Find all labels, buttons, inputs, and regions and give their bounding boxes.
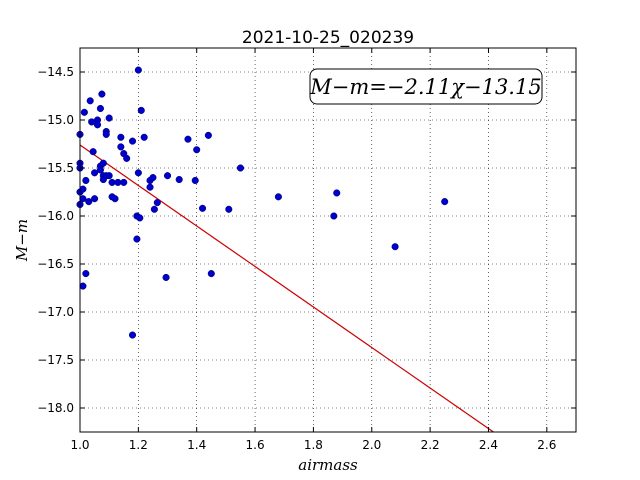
- y-axis-label: M−m: [13, 219, 31, 262]
- data-point: [149, 174, 157, 182]
- chart-title: 2021-10-25_020239: [242, 28, 414, 48]
- data-point: [193, 146, 201, 154]
- data-point: [140, 133, 148, 141]
- y-tick-label: −17.0: [37, 305, 74, 319]
- x-tick-label: 2.4: [479, 438, 498, 452]
- data-point: [79, 185, 87, 193]
- fit-line: [79, 144, 494, 433]
- data-point: [163, 172, 172, 180]
- data-point: [98, 90, 106, 98]
- data-point: [236, 164, 245, 172]
- data-point: [330, 212, 338, 220]
- data-point: [134, 169, 142, 177]
- data-point: [441, 198, 449, 206]
- data-point: [93, 121, 102, 129]
- x-tick-label: 1.6: [246, 438, 265, 452]
- data-point: [89, 148, 97, 156]
- data-point: [82, 176, 90, 185]
- data-point: [184, 135, 192, 143]
- y-tick-label: −15.5: [37, 161, 74, 175]
- data-point: [105, 114, 113, 122]
- data-point: [102, 130, 110, 138]
- data-point: [175, 175, 183, 184]
- data-point: [207, 270, 215, 278]
- data-point: [86, 97, 94, 105]
- x-tick-label: 1.4: [187, 438, 206, 452]
- data-point: [79, 195, 87, 203]
- annotation-box: [309, 68, 543, 105]
- data-point: [79, 282, 87, 290]
- data-point: [162, 273, 170, 281]
- data-point: [134, 66, 142, 74]
- data-point: [120, 178, 128, 186]
- data-point: [136, 214, 144, 222]
- data-point: [96, 104, 104, 113]
- axis-ticks: 1.0 1.2 1.4 1.6 1.8 2.0 2.2 2.4 2.6 −14.5 −15.0 −15…: [37, 48, 576, 452]
- y-tick-label: −14.5: [37, 65, 74, 79]
- data-point: [96, 166, 104, 174]
- data-point: [133, 235, 141, 243]
- data-point: [204, 131, 212, 139]
- y-tick-label: −16.0: [37, 209, 74, 223]
- y-tick-label: −18.0: [37, 401, 74, 415]
- data-point: [105, 172, 113, 180]
- data-point: [150, 205, 158, 213]
- data-point: [274, 193, 282, 201]
- data-point: [225, 205, 233, 213]
- data-points: [76, 66, 449, 339]
- y-tick-label: −16.5: [37, 257, 74, 271]
- y-tick-label: −17.5: [37, 353, 74, 367]
- y-tick-label: −15.0: [37, 113, 74, 127]
- data-point: [146, 183, 154, 191]
- data-point: [91, 169, 99, 177]
- data-point: [391, 243, 399, 251]
- x-tick-label: 2.2: [421, 438, 440, 452]
- grid-lines: [79, 48, 576, 432]
- data-point: [117, 133, 125, 141]
- x-tick-label: 1.2: [129, 438, 148, 452]
- x-tick-label: 1.0: [70, 438, 89, 452]
- data-point: [123, 154, 131, 162]
- data-point: [333, 189, 341, 197]
- fit-annotation: M−m=−2.11χ−13.15: [309, 68, 543, 105]
- data-point: [191, 176, 199, 185]
- fit-line-group: [79, 144, 494, 433]
- x-axis-label: airmass: [298, 456, 358, 474]
- data-point: [117, 143, 125, 151]
- data-point: [85, 198, 93, 206]
- fit-equation: M−m=−2.11χ−13.15: [309, 75, 541, 99]
- data-point: [153, 199, 161, 207]
- data-point: [137, 106, 145, 114]
- data-point: [198, 204, 207, 212]
- data-point: [128, 137, 137, 145]
- data-point: [82, 270, 90, 278]
- x-tick-label: 1.8: [304, 438, 323, 452]
- x-tick-label: 2.0: [362, 438, 381, 452]
- data-point: [91, 195, 99, 203]
- data-point: [99, 159, 107, 167]
- x-tick-label: 2.6: [537, 438, 556, 452]
- data-point: [111, 195, 119, 203]
- plot-frame: [79, 47, 577, 433]
- data-point: [80, 108, 88, 116]
- data-point: [128, 331, 137, 339]
